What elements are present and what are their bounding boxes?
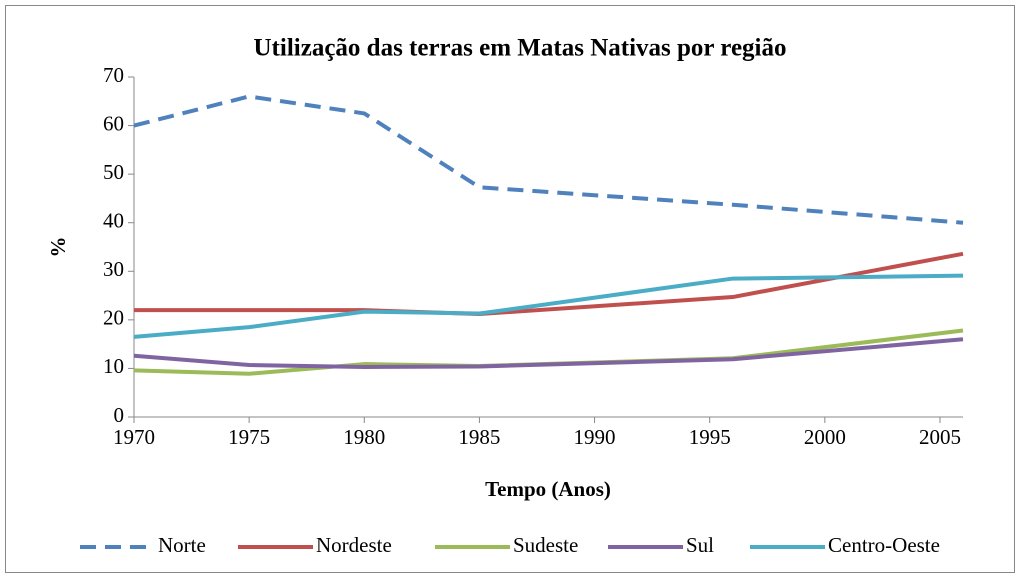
x-tick-label: 1975 bbox=[228, 425, 270, 449]
x-tick-label: 1980 bbox=[343, 425, 385, 449]
y-tick-label: 70 bbox=[103, 63, 124, 87]
legend-label: Centro-Oeste bbox=[828, 533, 940, 557]
series-line bbox=[133, 273, 964, 339]
y-axis-label: % bbox=[46, 237, 70, 258]
series-line bbox=[133, 337, 964, 369]
y-tick-label: 0 bbox=[114, 403, 125, 427]
y-tick-label: 30 bbox=[103, 257, 124, 281]
x-tick-label: 1995 bbox=[689, 425, 731, 449]
y-tick-label: 20 bbox=[103, 306, 124, 330]
legend-label: Sudeste bbox=[513, 533, 578, 557]
legend-label: Norte bbox=[158, 533, 206, 557]
y-tick-label: 60 bbox=[103, 111, 124, 135]
x-axis-label: Tempo (Anos) bbox=[485, 477, 611, 501]
x-tick-label: 1985 bbox=[458, 425, 500, 449]
chart-title: Utilização das terras em Matas Nativas p… bbox=[254, 35, 787, 62]
y-tick-label: 50 bbox=[103, 160, 124, 184]
x-tick-label: 1990 bbox=[574, 425, 616, 449]
x-tick-label: 1970 bbox=[113, 425, 155, 449]
series-line bbox=[133, 94, 964, 225]
legend-label: Nordeste bbox=[316, 533, 392, 557]
x-tick-label: 2000 bbox=[804, 425, 846, 449]
legend-label: Sul bbox=[686, 533, 714, 557]
y-tick-label: 40 bbox=[103, 209, 124, 233]
x-tick-label: 2005 bbox=[919, 425, 961, 449]
y-tick-label: 10 bbox=[103, 354, 124, 378]
chart-frame bbox=[5, 5, 1015, 573]
